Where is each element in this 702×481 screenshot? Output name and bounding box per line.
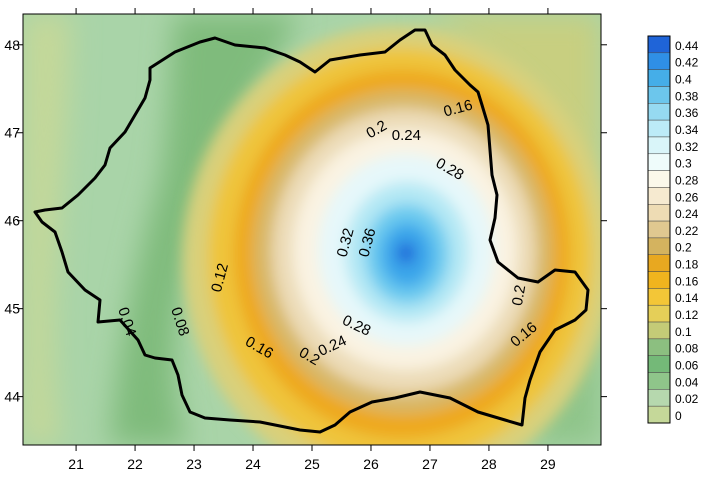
- colorbar-label: 0.1: [675, 325, 692, 339]
- west-field-band: [23, 14, 70, 445]
- colorbar-label: 0.42: [675, 56, 699, 70]
- contour-label: 0.12: [208, 261, 232, 294]
- colorbar-label: 0.2: [675, 241, 692, 255]
- x-tick-label: 29: [540, 456, 556, 472]
- colorbar-label: 0.44: [675, 39, 699, 53]
- colorbar-swatch: [647, 170, 671, 188]
- x-tick-label: 21: [68, 456, 84, 472]
- colorbar-swatch: [647, 288, 671, 306]
- colorbar-swatch: [647, 220, 671, 239]
- colorbar-label: 0.08: [675, 342, 699, 356]
- colorbar-swatch: [647, 52, 671, 70]
- colorbar-swatch: [647, 237, 671, 255]
- colorbar-swatch: [647, 35, 671, 54]
- y-tick-label: 48: [4, 37, 20, 53]
- y-tick-label: 46: [4, 213, 20, 229]
- colorbar-label: 0.3: [675, 157, 692, 171]
- colorbar-swatch: [647, 69, 671, 87]
- colorbar-label: 0.36: [675, 106, 699, 120]
- x-tick-label: 25: [304, 456, 320, 472]
- contour-label: 0.2: [509, 284, 529, 307]
- colorbar-label: 0: [675, 409, 682, 423]
- colorbar-label: 0.32: [675, 140, 699, 154]
- contour-label: 0.36: [356, 226, 380, 259]
- colorbar-swatch: [647, 153, 671, 171]
- colorbar-label: 0.34: [675, 123, 699, 137]
- romania-border: [33, 28, 590, 434]
- colorbar-swatch: [647, 119, 671, 138]
- x-tick-label: 27: [422, 456, 438, 472]
- green-band-dark: [110, 14, 300, 445]
- colorbar-label: 0.12: [675, 308, 699, 322]
- colorbar-label: 0.28: [675, 173, 699, 187]
- colorbar-label: 0.14: [675, 291, 699, 305]
- colorbar-label: 0.4: [675, 72, 692, 86]
- axis-ticks: 21 22 23 24 25 26 27 28 29 44 45 46 47 48: [4, 8, 607, 472]
- colorbar-label: 0.38: [675, 89, 699, 103]
- colorbar-label: 0.04: [675, 375, 699, 389]
- colorbar-swatch: [647, 187, 671, 205]
- y-tick-label: 47: [4, 125, 20, 141]
- colorbar-label: 0.24: [675, 207, 699, 221]
- colorbar-swatch: [647, 338, 671, 356]
- colorbar-label: 0.06: [675, 359, 699, 373]
- contour-label: 0.24: [392, 127, 421, 144]
- colorbar-swatch: [647, 304, 671, 323]
- colorbar-swatch: [647, 103, 671, 121]
- colorbar-label: 0.18: [675, 258, 699, 272]
- x-tick-label: 24: [245, 456, 261, 472]
- colorbar-swatch: [647, 405, 671, 424]
- x-tick-label: 26: [363, 456, 379, 472]
- y-tick-label: 44: [4, 389, 20, 405]
- x-tick-label: 28: [481, 456, 497, 472]
- colorbar-swatch: [647, 389, 671, 407]
- colorbar-swatch: [647, 355, 671, 373]
- colorbar-swatch: [647, 372, 671, 390]
- colorbar-label: 0.26: [675, 190, 699, 204]
- plot-area: [23, 14, 601, 445]
- colorbar-label: 0.16: [675, 274, 699, 288]
- colorbar-swatch: [647, 271, 671, 289]
- colorbar-swatch: [647, 136, 671, 155]
- colorbar-label: 0.22: [675, 224, 699, 238]
- northeast-field: [420, 14, 601, 200]
- colorbar-label: 0.02: [675, 392, 699, 406]
- contour-label: 0.32: [334, 226, 358, 259]
- contour-labels: 0.160.2 0.240.280.320.360.120.20.04 0.08 0.…: [114, 96, 541, 369]
- contour-label: 0.16: [442, 96, 475, 120]
- contour-fill-0.44: [397, 242, 415, 264]
- x-tick-label: 22: [127, 456, 143, 472]
- colorbar: 0.44 0.42 0.4 0.38 0.36 0.34 0.32 0.3 0.28 0.26 0.…: [647, 35, 699, 424]
- colorbar-swatch: [647, 321, 671, 340]
- colorbar-swatch: [647, 204, 671, 222]
- colorbar-swatch: [647, 86, 671, 104]
- x-tick-label: 23: [186, 456, 202, 472]
- colorbar-swatch: [647, 254, 671, 272]
- colorbar-frame: [647, 35, 671, 424]
- y-tick-label: 45: [4, 301, 20, 317]
